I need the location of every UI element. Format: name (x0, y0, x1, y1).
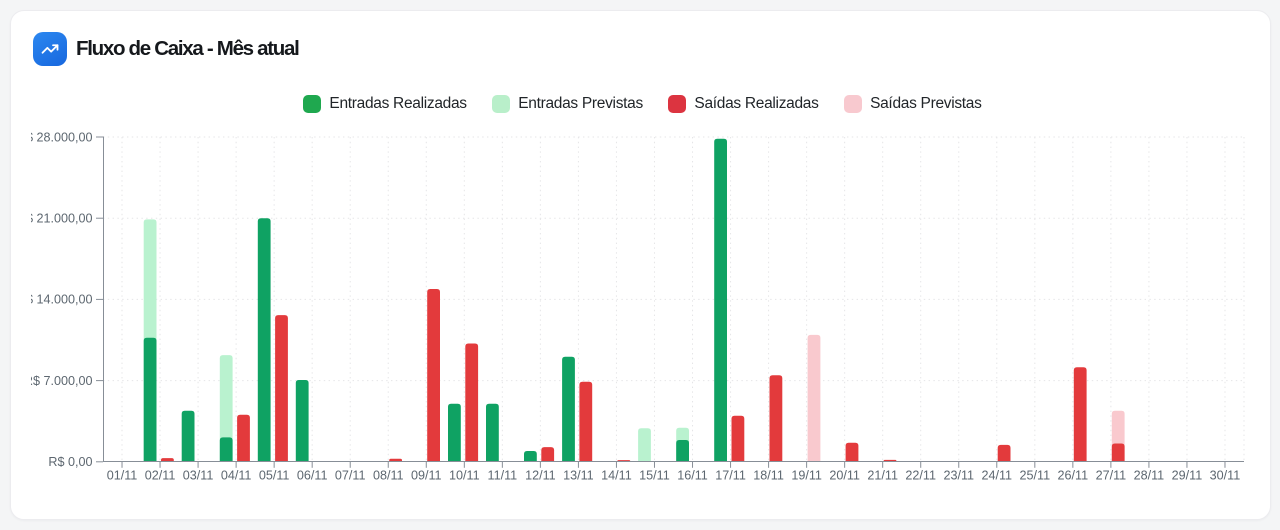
svg-text:29/11: 29/11 (1172, 468, 1203, 482)
svg-text:21/11: 21/11 (867, 468, 898, 482)
svg-text:20/11: 20/11 (829, 468, 860, 482)
svg-text:19/11: 19/11 (791, 468, 822, 482)
svg-text:30/11: 30/11 (1210, 468, 1241, 482)
svg-text:08/11: 08/11 (373, 468, 404, 482)
svg-text:24/11: 24/11 (981, 468, 1012, 482)
svg-text:03/11: 03/11 (183, 468, 214, 482)
svg-text:11/11: 11/11 (488, 468, 518, 482)
svg-text:02/11: 02/11 (145, 468, 176, 482)
svg-text:10/11: 10/11 (449, 468, 480, 482)
svg-text:25/11: 25/11 (1020, 468, 1051, 482)
svg-text:27/11: 27/11 (1096, 468, 1127, 482)
svg-text:07/11: 07/11 (335, 468, 366, 482)
svg-text:16/11: 16/11 (677, 468, 708, 482)
svg-text:R$ 28.000,00: R$ 28.000,00 (31, 130, 93, 144)
svg-text:01/11: 01/11 (107, 468, 138, 482)
svg-text:26/11: 26/11 (1058, 468, 1089, 482)
svg-text:R$ 0,00: R$ 0,00 (48, 455, 92, 469)
svg-text:R$ 7.000,00: R$ 7.000,00 (31, 374, 93, 388)
svg-text:18/11: 18/11 (753, 468, 784, 482)
svg-text:06/11: 06/11 (297, 468, 328, 482)
svg-text:13/11: 13/11 (563, 468, 594, 482)
svg-text:23/11: 23/11 (943, 468, 974, 482)
svg-text:12/11: 12/11 (525, 468, 556, 482)
svg-text:R$ 21.000,00: R$ 21.000,00 (31, 212, 93, 226)
svg-text:28/11: 28/11 (1134, 468, 1165, 482)
svg-text:R$ 14.000,00: R$ 14.000,00 (31, 293, 93, 307)
svg-text:15/11: 15/11 (639, 468, 670, 482)
svg-text:17/11: 17/11 (715, 468, 746, 482)
svg-text:05/11: 05/11 (259, 468, 290, 482)
svg-text:14/11: 14/11 (601, 468, 632, 482)
svg-text:04/11: 04/11 (221, 468, 252, 482)
svg-text:22/11: 22/11 (905, 468, 936, 482)
svg-text:09/11: 09/11 (411, 468, 442, 482)
